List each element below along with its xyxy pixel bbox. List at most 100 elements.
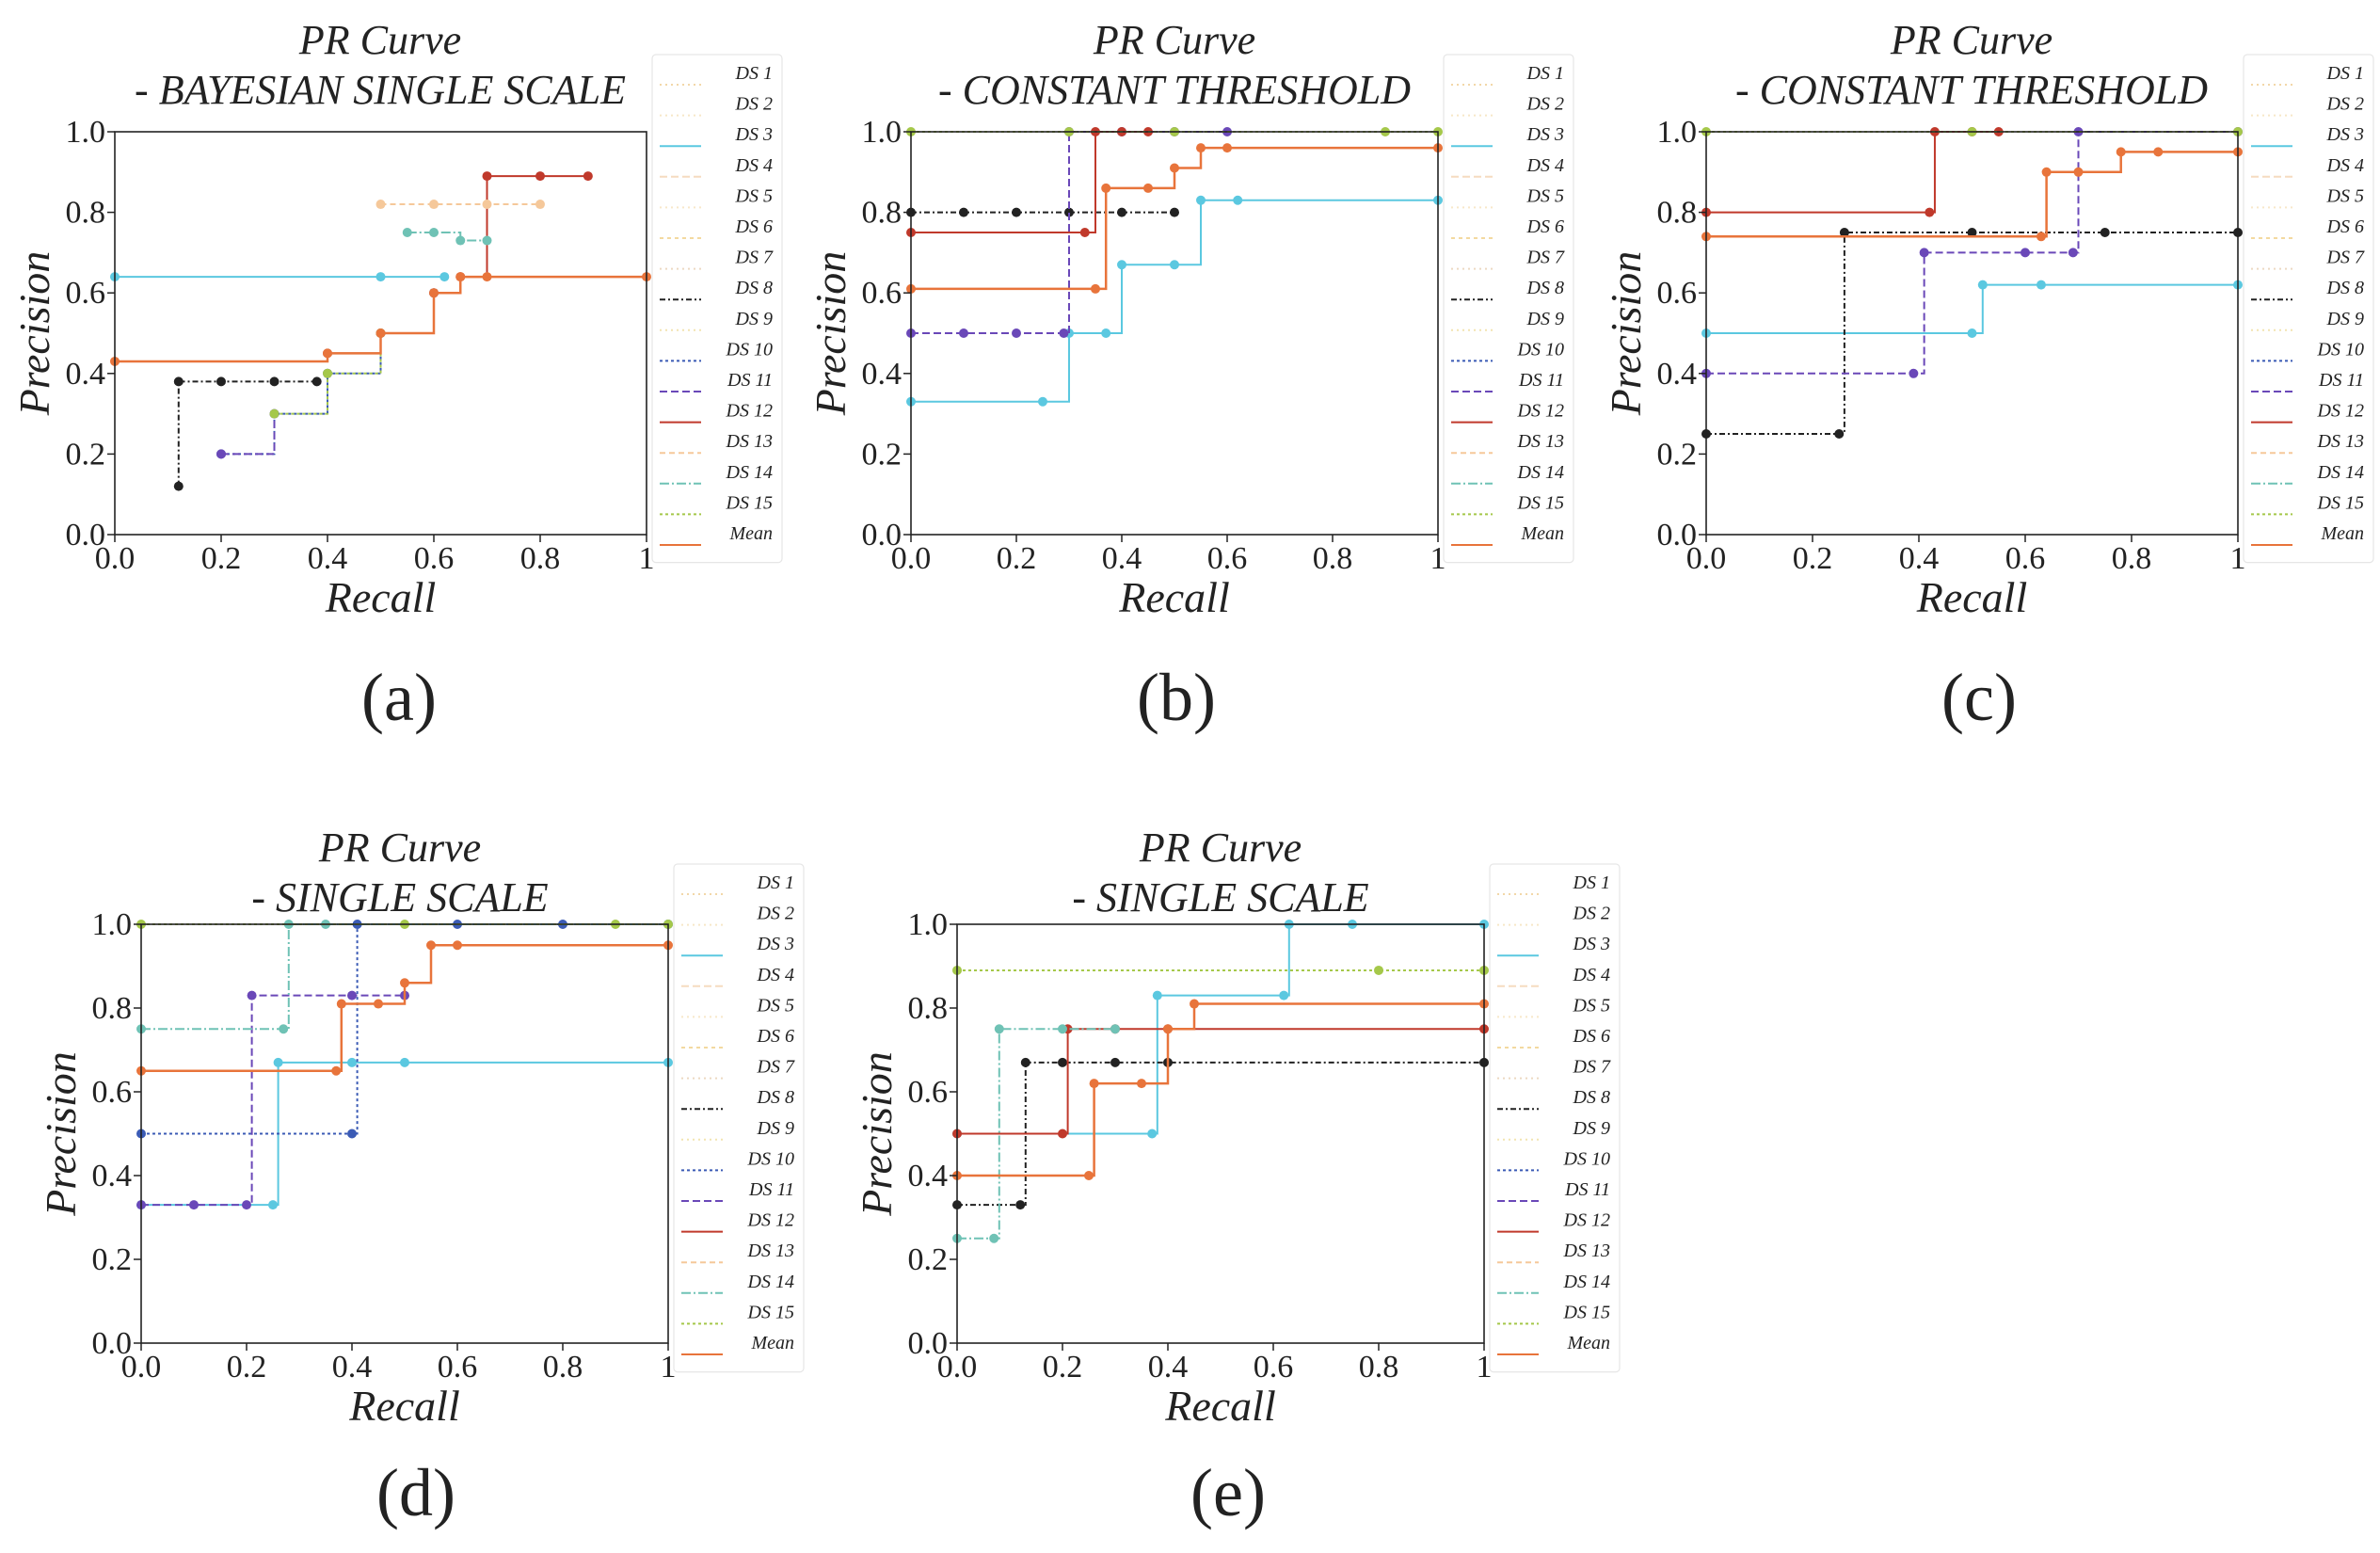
x-tick-label: 0.6 xyxy=(438,1350,478,1385)
data-point-mean xyxy=(1084,1171,1094,1180)
y-tick-label: 0.2 xyxy=(66,437,106,472)
legend-entry-ds-15: DS 15 xyxy=(747,1302,794,1322)
legend-entry-ds-13: DS 13 xyxy=(747,1241,794,1261)
legend-entry-ds-4: DS 4 xyxy=(1526,155,1564,176)
data-point-ds-8 xyxy=(1058,1057,1067,1067)
legend-entry-ds-11: DS 11 xyxy=(1564,1179,1610,1200)
data-point-ds-12 xyxy=(482,171,492,182)
x-tick-label: 1 xyxy=(661,1350,677,1385)
data-point-ds-3 xyxy=(1233,195,1243,205)
data-point-mean xyxy=(375,328,386,338)
chart-title: PR Curve xyxy=(1890,17,2053,63)
data-point-mean xyxy=(1190,999,1199,1009)
data-point-ds-11 xyxy=(2068,248,2078,258)
x-tick-label: 1 xyxy=(2230,541,2246,576)
legend-entry-mean: Mean xyxy=(1566,1333,1610,1353)
legend-entry-ds-7: DS 7 xyxy=(735,248,774,268)
legend-entry-ds-2: DS 2 xyxy=(735,94,773,115)
data-point-ds-3 xyxy=(1279,990,1289,1001)
data-point-mean xyxy=(2036,232,2046,242)
legend-entry-ds-2: DS 2 xyxy=(1573,904,1610,924)
data-point-ds-3 xyxy=(1967,328,1977,338)
legend-entry-ds-12: DS 12 xyxy=(1517,401,1564,422)
data-point-ds-12 xyxy=(535,171,545,182)
data-point-ds-13 xyxy=(375,200,386,210)
legend: DS 1 DS 2 DS 3 DS 4 DS 5 DS 6 DS 7 DS 8 DS 9 DS 1… xyxy=(2243,54,2374,564)
y-tick-label: 0.6 xyxy=(66,276,106,311)
legend-entry-ds-6: DS 6 xyxy=(2326,216,2364,237)
chart-subtitle: - BAYESIAN SINGLE SCALE xyxy=(135,67,626,113)
legend-entry-ds-13: DS 13 xyxy=(1517,431,1564,452)
data-point-ds-8 xyxy=(1967,228,1977,237)
data-point-ds-12 xyxy=(583,171,593,182)
x-tick-label: 0.0 xyxy=(95,541,136,576)
legend-entry-ds-14: DS 14 xyxy=(2317,462,2364,483)
legend-entry-ds-9: DS 9 xyxy=(1573,1118,1610,1139)
data-point-mean xyxy=(455,272,466,282)
data-point-ds-8 xyxy=(269,376,280,387)
legend-entry-ds-9: DS 9 xyxy=(735,309,773,329)
y-tick-label: 0.2 xyxy=(92,1242,133,1277)
legend-entry-ds-5: DS 5 xyxy=(1573,995,1610,1016)
data-point-ds-11 xyxy=(216,449,226,459)
data-point-ds-13 xyxy=(535,200,545,210)
x-tick-label: 1 xyxy=(639,541,655,576)
panel-e: PR Curve- SINGLE SCALE 0.0 0.2 0.4 0.6 0.8 1 0.… xyxy=(853,825,1621,1530)
x-axis-label: Recall xyxy=(348,1382,460,1430)
panel-label: (b) xyxy=(1137,660,1216,735)
panel-label: (c) xyxy=(1941,660,2017,735)
data-point-ds-3 xyxy=(268,1200,278,1210)
legend-entry-ds-10: DS 10 xyxy=(1563,1148,1610,1169)
x-tick-label: 1 xyxy=(1430,541,1446,576)
y-tick-label: 0.6 xyxy=(1657,276,1698,311)
data-point-ds-13 xyxy=(482,200,492,210)
series-line-ds-3 xyxy=(1706,283,2238,334)
x-tick-label: 0.4 xyxy=(1899,541,1940,576)
x-axis-label: Recall xyxy=(325,573,437,621)
panel-label: (e) xyxy=(1190,1455,1266,1530)
x-tick-label: 0.6 xyxy=(2005,541,2046,576)
chart-title: PR Curve xyxy=(1093,17,1255,63)
legend-entry-ds-13: DS 13 xyxy=(1563,1241,1610,1261)
legend-entry-ds-8: DS 8 xyxy=(735,278,773,298)
data-point-ds-14 xyxy=(1058,1024,1067,1034)
data-point-ds-11 xyxy=(1909,368,1919,378)
legend-entry-ds-12: DS 12 xyxy=(726,401,773,422)
legend-entry-ds-6: DS 6 xyxy=(1573,1026,1610,1047)
data-point-ds-3 xyxy=(1170,260,1179,270)
data-point-mean xyxy=(1170,163,1179,173)
series-line-ds-3 xyxy=(911,199,1438,403)
legend-entry-ds-13: DS 13 xyxy=(2317,431,2364,452)
legend: DS 1 DS 2 DS 3 DS 4 DS 5 DS 6 DS 7 DS 8 DS 9 DS 1… xyxy=(1489,863,1621,1373)
y-tick-label: 0.8 xyxy=(908,991,949,1026)
legend-entry-ds-14: DS 14 xyxy=(747,1272,794,1292)
legend-entry-ds-5: DS 5 xyxy=(735,185,773,206)
data-point-ds-8 xyxy=(173,481,184,491)
data-point-mean xyxy=(453,940,462,951)
y-tick-label: 1.0 xyxy=(908,907,949,942)
legend-entry-ds-5: DS 5 xyxy=(1526,185,1564,206)
legend-entry-ds-2: DS 2 xyxy=(2326,94,2364,115)
legend-entry-ds-4: DS 4 xyxy=(1573,965,1610,985)
series-line-ds-11 xyxy=(221,413,276,456)
legend-entry-ds-15: DS 15 xyxy=(726,492,773,513)
data-point-ds-15 xyxy=(269,408,280,419)
data-point-ds-3 xyxy=(1038,396,1047,407)
data-point-ds-12 xyxy=(1079,228,1090,237)
legend-entry-ds-7: DS 7 xyxy=(1526,248,1565,268)
legend-entry-ds-3: DS 3 xyxy=(2326,124,2364,145)
data-point-ds-11 xyxy=(189,1200,199,1210)
legend-entry-ds-6: DS 6 xyxy=(735,216,773,237)
data-point-ds-11 xyxy=(242,1200,251,1210)
legend-entry-ds-5: DS 5 xyxy=(757,995,794,1016)
legend-entry-ds-14: DS 14 xyxy=(1517,462,1564,483)
plot-area xyxy=(910,131,1439,536)
chart-subtitle: - CONSTANT THRESHOLD xyxy=(938,67,1411,113)
data-point-ds-3 xyxy=(1196,195,1206,205)
legend-entry-mean: Mean xyxy=(1520,523,1564,544)
data-point-ds-3 xyxy=(2036,280,2046,290)
legend-entry-ds-3: DS 3 xyxy=(735,124,773,145)
series-line-ds-8 xyxy=(957,1061,1484,1207)
data-point-ds-14 xyxy=(402,228,412,237)
data-point-ds-14 xyxy=(989,1233,999,1243)
